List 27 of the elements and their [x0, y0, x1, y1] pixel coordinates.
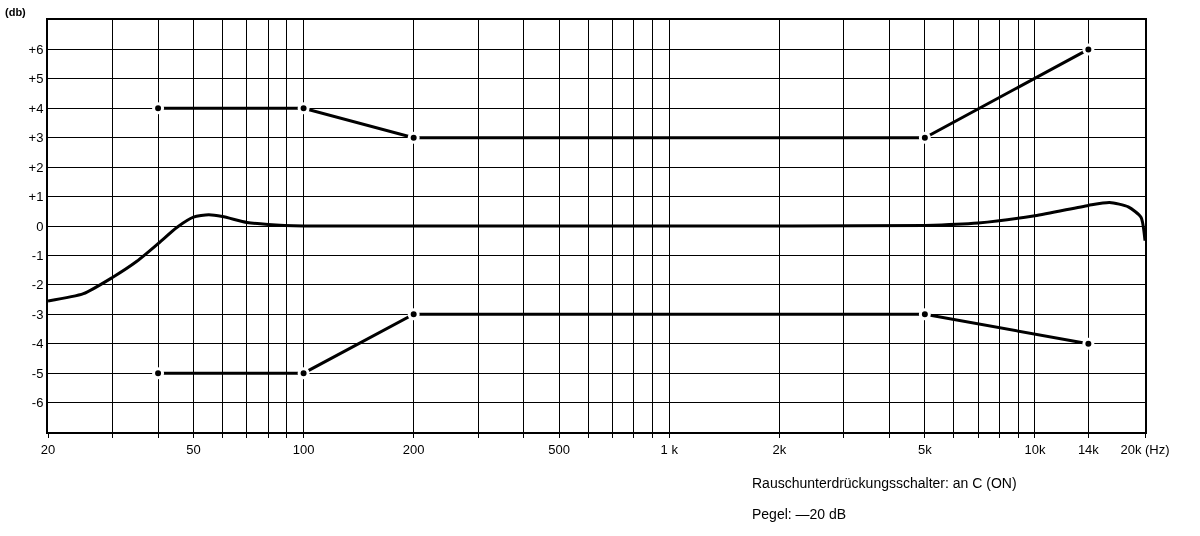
x-tick-label: 5k [917, 441, 933, 457]
x-tick-label: 20k (Hz) [1120, 441, 1170, 457]
y-tick-label: +4 [28, 100, 44, 116]
y-tick-label: -6 [31, 395, 44, 411]
x-tick-label: 100 [292, 441, 315, 457]
y-tick-label: +3 [28, 130, 44, 146]
x-tick-label: 1 k [660, 441, 679, 457]
x-tick-label: 50 [186, 441, 201, 457]
y-tick-label: -4 [31, 336, 44, 352]
x-tick-label: 500 [548, 441, 571, 457]
x-tick-label: 200 [402, 441, 425, 457]
x-tick-label: 10k [1024, 441, 1046, 457]
y-tick-label: +5 [28, 71, 44, 87]
y-tick-label: -3 [31, 306, 44, 322]
y-tick-label: +1 [28, 189, 44, 205]
x-tick-label: 20 [40, 441, 56, 457]
y-axis-title: (db) [5, 6, 27, 18]
y-tick-label: +2 [28, 159, 44, 175]
y-tick-label: 0 [36, 218, 44, 234]
y-tick-label: -5 [31, 365, 44, 381]
text: Rauschunterdrückungsschalter: an C (ON) [752, 475, 1017, 491]
y-tick-label: -1 [31, 247, 44, 263]
text: Pegel: —20 dB [752, 506, 847, 522]
y-tick-label: +6 [28, 41, 44, 57]
x-tick-label: 14k [1077, 441, 1100, 457]
y-tick-label: -2 [31, 277, 44, 293]
x-tick-label: 2k [772, 441, 787, 457]
